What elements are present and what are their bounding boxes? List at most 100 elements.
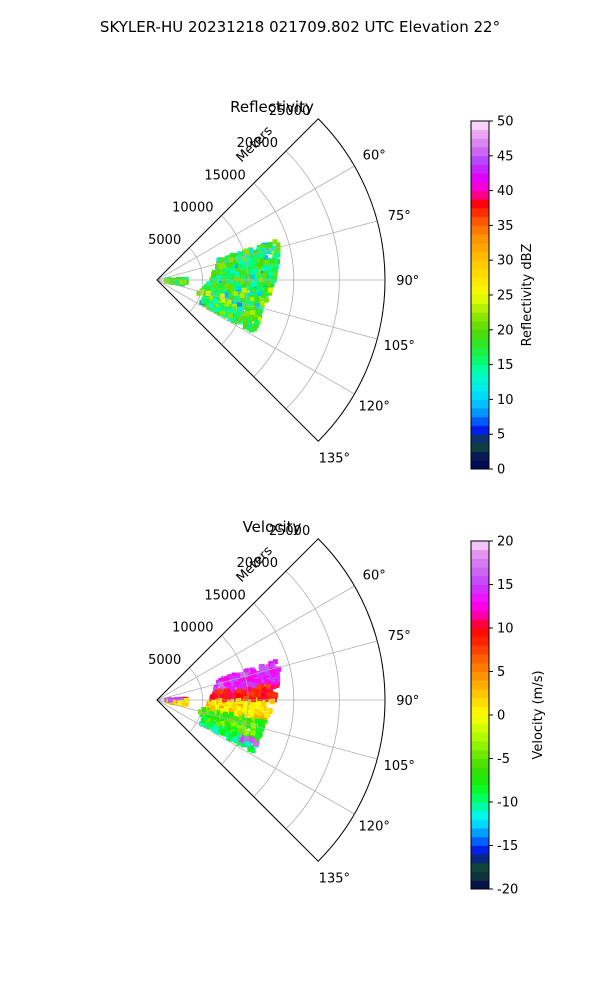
echo-cell: [245, 676, 251, 682]
echo-cell: [257, 314, 263, 320]
echo-cell: [265, 683, 271, 689]
colorbar-segment: [471, 558, 489, 568]
echo-cell: [216, 273, 222, 279]
colorbar-segment: [471, 129, 489, 139]
colorbar-segment: [471, 286, 489, 296]
echo-cell: [219, 693, 225, 698]
colorbar-tick-label: -5: [497, 752, 510, 767]
echo-cell: [228, 279, 234, 285]
colorbar-tick-label: -20: [497, 883, 518, 898]
colorbar-segment: [471, 549, 489, 559]
echo-cell: [220, 714, 226, 720]
azimuth-gridline: [156, 640, 378, 701]
colorbar-segment: [471, 575, 489, 585]
echo-cell: [263, 282, 269, 288]
echo-cell: [242, 261, 248, 267]
echo-cell: [249, 285, 255, 291]
echo-cell: [215, 264, 220, 270]
colorbar-segment: [471, 601, 489, 611]
echo-cell: [275, 259, 281, 264]
echo-cell: [201, 286, 207, 292]
echo-cell: [243, 311, 249, 317]
echo-cell: [227, 735, 232, 741]
range-tick-label: 5000: [148, 233, 181, 248]
echo-cell: [258, 262, 264, 268]
colorbar-segment: [471, 312, 489, 322]
echo-cell: [251, 269, 257, 275]
echo-cell: [224, 301, 230, 307]
echo-cell: [219, 721, 225, 727]
echo-cell: [209, 701, 215, 707]
echo-cell: [256, 309, 261, 315]
colorbar-tick-label: 30: [497, 254, 514, 269]
echo-cell: [254, 289, 260, 295]
echo-cell: [228, 682, 234, 688]
echo-cell: [263, 259, 269, 265]
azimuth-tick-label: 135°: [319, 871, 350, 886]
echo-cell: [258, 719, 264, 724]
echo-cell: [242, 696, 248, 702]
echo-cell: [223, 688, 229, 694]
echo-cell: [272, 271, 278, 277]
echo-cell: [253, 294, 259, 300]
echo-cell: [220, 708, 226, 714]
echo-cell: [241, 700, 247, 706]
echo-cell: [258, 691, 264, 697]
colorbar-segment: [471, 216, 489, 226]
echo-cell: [251, 693, 257, 699]
echo-cell: [224, 714, 230, 720]
colorbar-segment: [471, 767, 489, 777]
echo-cell: [275, 246, 281, 252]
echo-cell: [236, 732, 242, 738]
echo-cell: [235, 267, 241, 273]
echo-cell: [241, 287, 247, 293]
colorbar-segment: [471, 628, 489, 638]
echo-cell: [241, 264, 247, 270]
echo-cell: [247, 746, 253, 752]
colorbar-tick-label: 45: [497, 149, 514, 164]
colorbar-tick-label: 10: [497, 393, 514, 408]
colorbar-segment: [471, 251, 489, 261]
range-tick-label: 10000: [172, 621, 213, 636]
echo-cell: [221, 685, 227, 691]
echo-cell: [264, 286, 269, 292]
echo-cell: [207, 721, 213, 727]
echo-cell: [236, 317, 242, 323]
echo-cell: [249, 704, 255, 710]
echo-cell: [164, 278, 170, 284]
echo-cell: [251, 326, 257, 332]
echo-cell: [205, 290, 211, 296]
echo-cell: [245, 741, 251, 747]
echo-cell: [231, 689, 237, 695]
echo-cell: [248, 301, 254, 307]
colorbar-segment: [471, 819, 489, 829]
echo-cell: [249, 690, 255, 696]
echo-cell: [258, 726, 264, 732]
colorbar-segment: [471, 347, 489, 357]
echo-cell: [231, 731, 237, 737]
echo-cell: [272, 266, 278, 272]
colorbar-tick-label: 5: [497, 665, 505, 680]
echo-cell: [228, 733, 234, 739]
colorbar-segment: [471, 260, 489, 270]
echo-cell: [207, 281, 212, 287]
azimuth-tick-label: 105°: [384, 759, 415, 774]
echo-cell: [205, 715, 211, 721]
echo-cell: [204, 298, 210, 304]
echo-cell: [209, 696, 215, 702]
azimuth-tick-label: 90°: [396, 274, 419, 289]
echo-cell: [252, 316, 258, 321]
colorbar-segment: [471, 190, 489, 200]
echo-cell: [224, 676, 229, 682]
echo-cell: [231, 703, 237, 709]
echo-cell: [251, 290, 257, 296]
echo-cell: [169, 700, 175, 706]
colorbar-segment: [471, 593, 489, 603]
colorbar-segment: [471, 584, 489, 594]
echo-cell: [256, 316, 262, 322]
echo-cell: [260, 666, 266, 672]
colorbar-segment: [471, 715, 489, 725]
echo-cell: [181, 701, 187, 707]
echo-cell: [240, 693, 246, 699]
colorbar-tick-label: 40: [497, 184, 514, 199]
